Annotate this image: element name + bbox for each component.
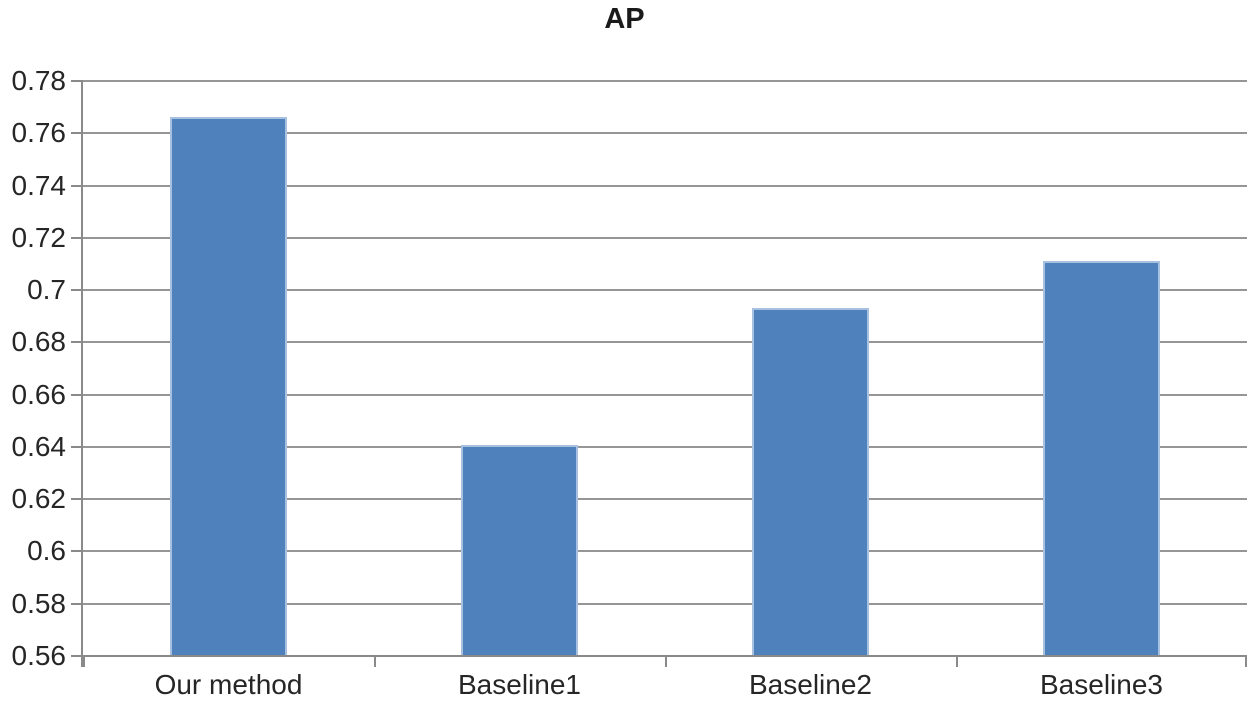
x-axis-line [81, 655, 1247, 657]
gridline [83, 341, 1247, 343]
gridline [83, 446, 1247, 448]
chart-title: AP [604, 3, 645, 35]
x-axis-tick [1245, 657, 1247, 667]
y-axis-labels: 0.78 0.76 0.74 0.72 0.7 0.68 0.66 0.64 0.62 0.6 0.… [0, 66, 67, 671]
y-axis-tick-label: 0.56 [11, 640, 67, 671]
y-axis-tick [71, 80, 81, 82]
y-axis-tick [71, 446, 81, 448]
y-axis-tick [71, 550, 81, 552]
gridline [83, 80, 1247, 82]
plot-area [71, 80, 1247, 667]
y-axis-tick-label: 0.66 [11, 379, 67, 410]
y-axis-tick [71, 655, 81, 657]
y-axis-tick-label: 0.76 [11, 117, 67, 148]
y-axis-tick [71, 394, 81, 396]
gridline [83, 132, 1247, 134]
x-axis-category-label: Baseline3 [1040, 669, 1163, 700]
x-axis-tick [83, 657, 85, 667]
x-axis-category-label: Our method [154, 669, 303, 700]
bar-baseline3 [1043, 260, 1160, 657]
y-axis-tick [71, 603, 81, 605]
y-axis-tick-label: 0.78 [11, 65, 67, 96]
y-axis-tick-label: 0.72 [11, 222, 67, 253]
y-axis-tick [71, 341, 81, 343]
y-axis-tick-label: 0.74 [11, 170, 67, 201]
bar-our-method [170, 116, 287, 657]
y-axis-tick-label: 0.68 [11, 326, 67, 357]
x-axis-tick [665, 657, 667, 667]
y-axis-tick [71, 289, 81, 291]
y-axis-tick-label: 0.6 [27, 535, 66, 566]
x-axis-tick [956, 657, 958, 667]
gridline [83, 185, 1247, 187]
y-axis-tick-label: 0.58 [11, 588, 67, 619]
gridline [83, 603, 1247, 605]
x-axis-tick [374, 657, 376, 667]
gridline [83, 550, 1247, 552]
gridline [83, 394, 1247, 396]
y-axis-line [81, 80, 83, 667]
y-axis-tick-label: 0.64 [11, 431, 67, 462]
bar-baseline2 [752, 308, 869, 657]
y-axis-tick [71, 185, 81, 187]
y-axis-tick [71, 498, 81, 500]
gridline [83, 237, 1247, 239]
gridline [83, 289, 1247, 291]
x-axis-category-label: Baseline2 [749, 669, 872, 700]
x-axis-category-label: Baseline1 [458, 669, 581, 700]
y-axis-tick [71, 237, 81, 239]
y-axis-tick-label: 0.62 [11, 483, 67, 514]
bar-baseline1 [461, 444, 578, 657]
y-axis-tick-label: 0.7 [27, 274, 66, 305]
y-axis-tick [71, 132, 81, 134]
x-axis-labels: Our method Baseline1 Baseline2 Baseline3 [83, 666, 1247, 706]
gridline [83, 498, 1247, 500]
